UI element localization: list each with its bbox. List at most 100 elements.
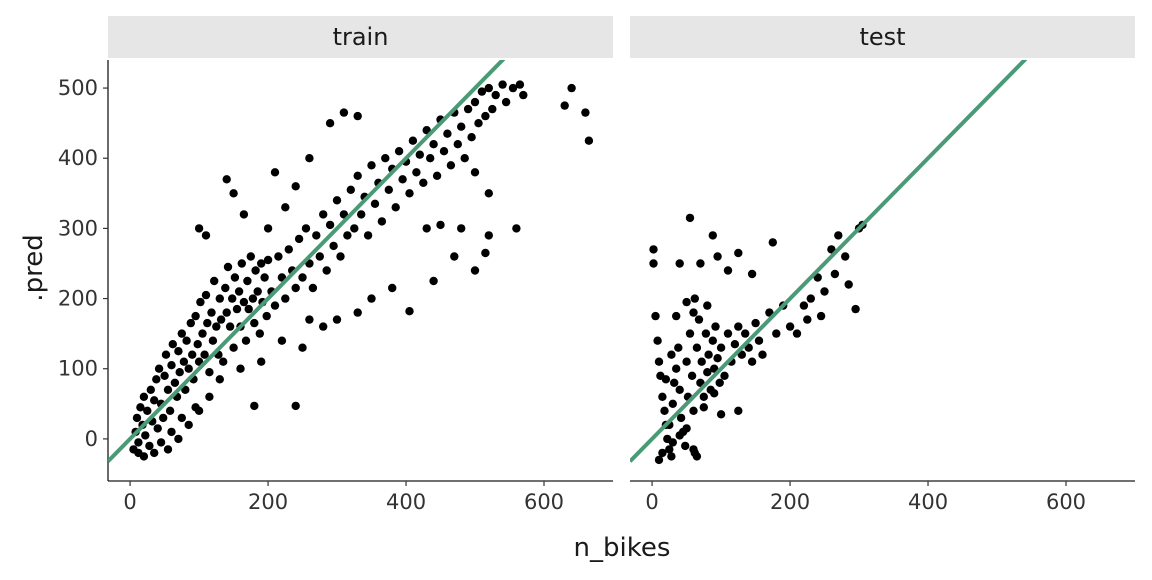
data-point — [277, 336, 287, 345]
data-point — [649, 259, 658, 268]
data-point — [463, 104, 473, 114]
data-point — [701, 329, 711, 338]
data-point — [156, 438, 166, 447]
data-point — [665, 445, 674, 454]
data-point — [270, 301, 280, 310]
data-point — [751, 318, 760, 328]
data-point — [651, 311, 660, 321]
data-point — [660, 406, 669, 415]
data-point — [501, 97, 511, 107]
data-point — [676, 413, 686, 423]
data-point — [298, 343, 307, 352]
data-point — [274, 252, 283, 261]
data-point — [661, 375, 671, 384]
data-point — [713, 252, 722, 261]
data-point — [682, 357, 691, 366]
data-point — [221, 283, 230, 293]
data-point — [170, 378, 180, 387]
data-point — [174, 347, 183, 356]
data-point — [215, 294, 224, 303]
data-point — [281, 294, 290, 303]
data-point — [405, 307, 414, 316]
data-point — [134, 438, 143, 447]
data-point — [692, 452, 702, 461]
data-point — [704, 350, 713, 359]
data-point — [446, 161, 456, 170]
y-tick-label: 500 — [58, 76, 98, 100]
data-point — [250, 318, 259, 328]
data-point — [222, 308, 231, 317]
data-point — [460, 154, 469, 163]
data-point — [381, 154, 390, 163]
reference-line — [108, 60, 506, 463]
data-point — [243, 276, 252, 286]
data-point — [734, 406, 743, 415]
data-point — [741, 329, 750, 338]
y-tick-label: 400 — [58, 146, 98, 170]
data-point — [412, 168, 421, 177]
data-point — [257, 259, 266, 268]
data-point — [426, 154, 435, 163]
data-point — [391, 203, 400, 212]
x-tick-label: 400 — [386, 490, 426, 514]
facet-strip-train — [108, 16, 613, 58]
y-tick-label: 200 — [58, 287, 98, 311]
data-point — [689, 308, 698, 317]
data-point — [703, 301, 712, 310]
data-point — [443, 129, 452, 138]
data-point — [398, 175, 407, 184]
data-point — [339, 108, 349, 117]
panel-test: test 0 200 400 600 — [630, 16, 1135, 514]
data-point — [467, 133, 476, 142]
data-point — [257, 357, 266, 366]
data-point — [481, 248, 490, 258]
data-point — [191, 311, 200, 321]
data-point — [715, 378, 724, 387]
data-point — [681, 441, 690, 451]
data-point — [747, 269, 757, 279]
data-point — [184, 420, 193, 430]
data-point — [141, 431, 150, 440]
data-point — [163, 445, 173, 454]
data-point — [229, 189, 238, 198]
data-point — [830, 269, 840, 279]
data-point — [694, 315, 704, 324]
data-point — [720, 371, 729, 380]
data-point — [754, 336, 764, 345]
data-point — [723, 266, 733, 275]
data-point — [350, 224, 359, 233]
data-point — [682, 424, 691, 433]
data-point — [250, 401, 259, 411]
data-point — [484, 231, 493, 240]
data-point — [799, 301, 809, 310]
data-point — [654, 455, 664, 465]
data-point — [308, 283, 318, 293]
data-point — [236, 364, 245, 373]
data-point — [512, 224, 521, 233]
data-point — [498, 80, 507, 89]
data-point — [134, 448, 143, 458]
data-point — [432, 171, 442, 180]
data-point — [457, 224, 466, 233]
data-point — [649, 245, 658, 254]
data-point — [223, 262, 233, 272]
data-point — [675, 259, 684, 268]
data-point — [484, 83, 493, 93]
data-point — [160, 371, 169, 380]
data-point — [806, 294, 815, 303]
data-point — [167, 361, 176, 370]
data-point — [803, 315, 812, 324]
data-point — [367, 294, 376, 303]
data-point — [232, 304, 242, 314]
data-point — [319, 322, 328, 331]
data-point — [816, 311, 826, 321]
data-point — [343, 231, 352, 240]
data-point — [322, 266, 331, 275]
data-point — [194, 406, 204, 415]
data-point — [222, 175, 231, 184]
data-point — [692, 343, 702, 352]
data-point — [152, 375, 161, 384]
data-point — [713, 354, 722, 363]
data-point — [143, 406, 152, 415]
